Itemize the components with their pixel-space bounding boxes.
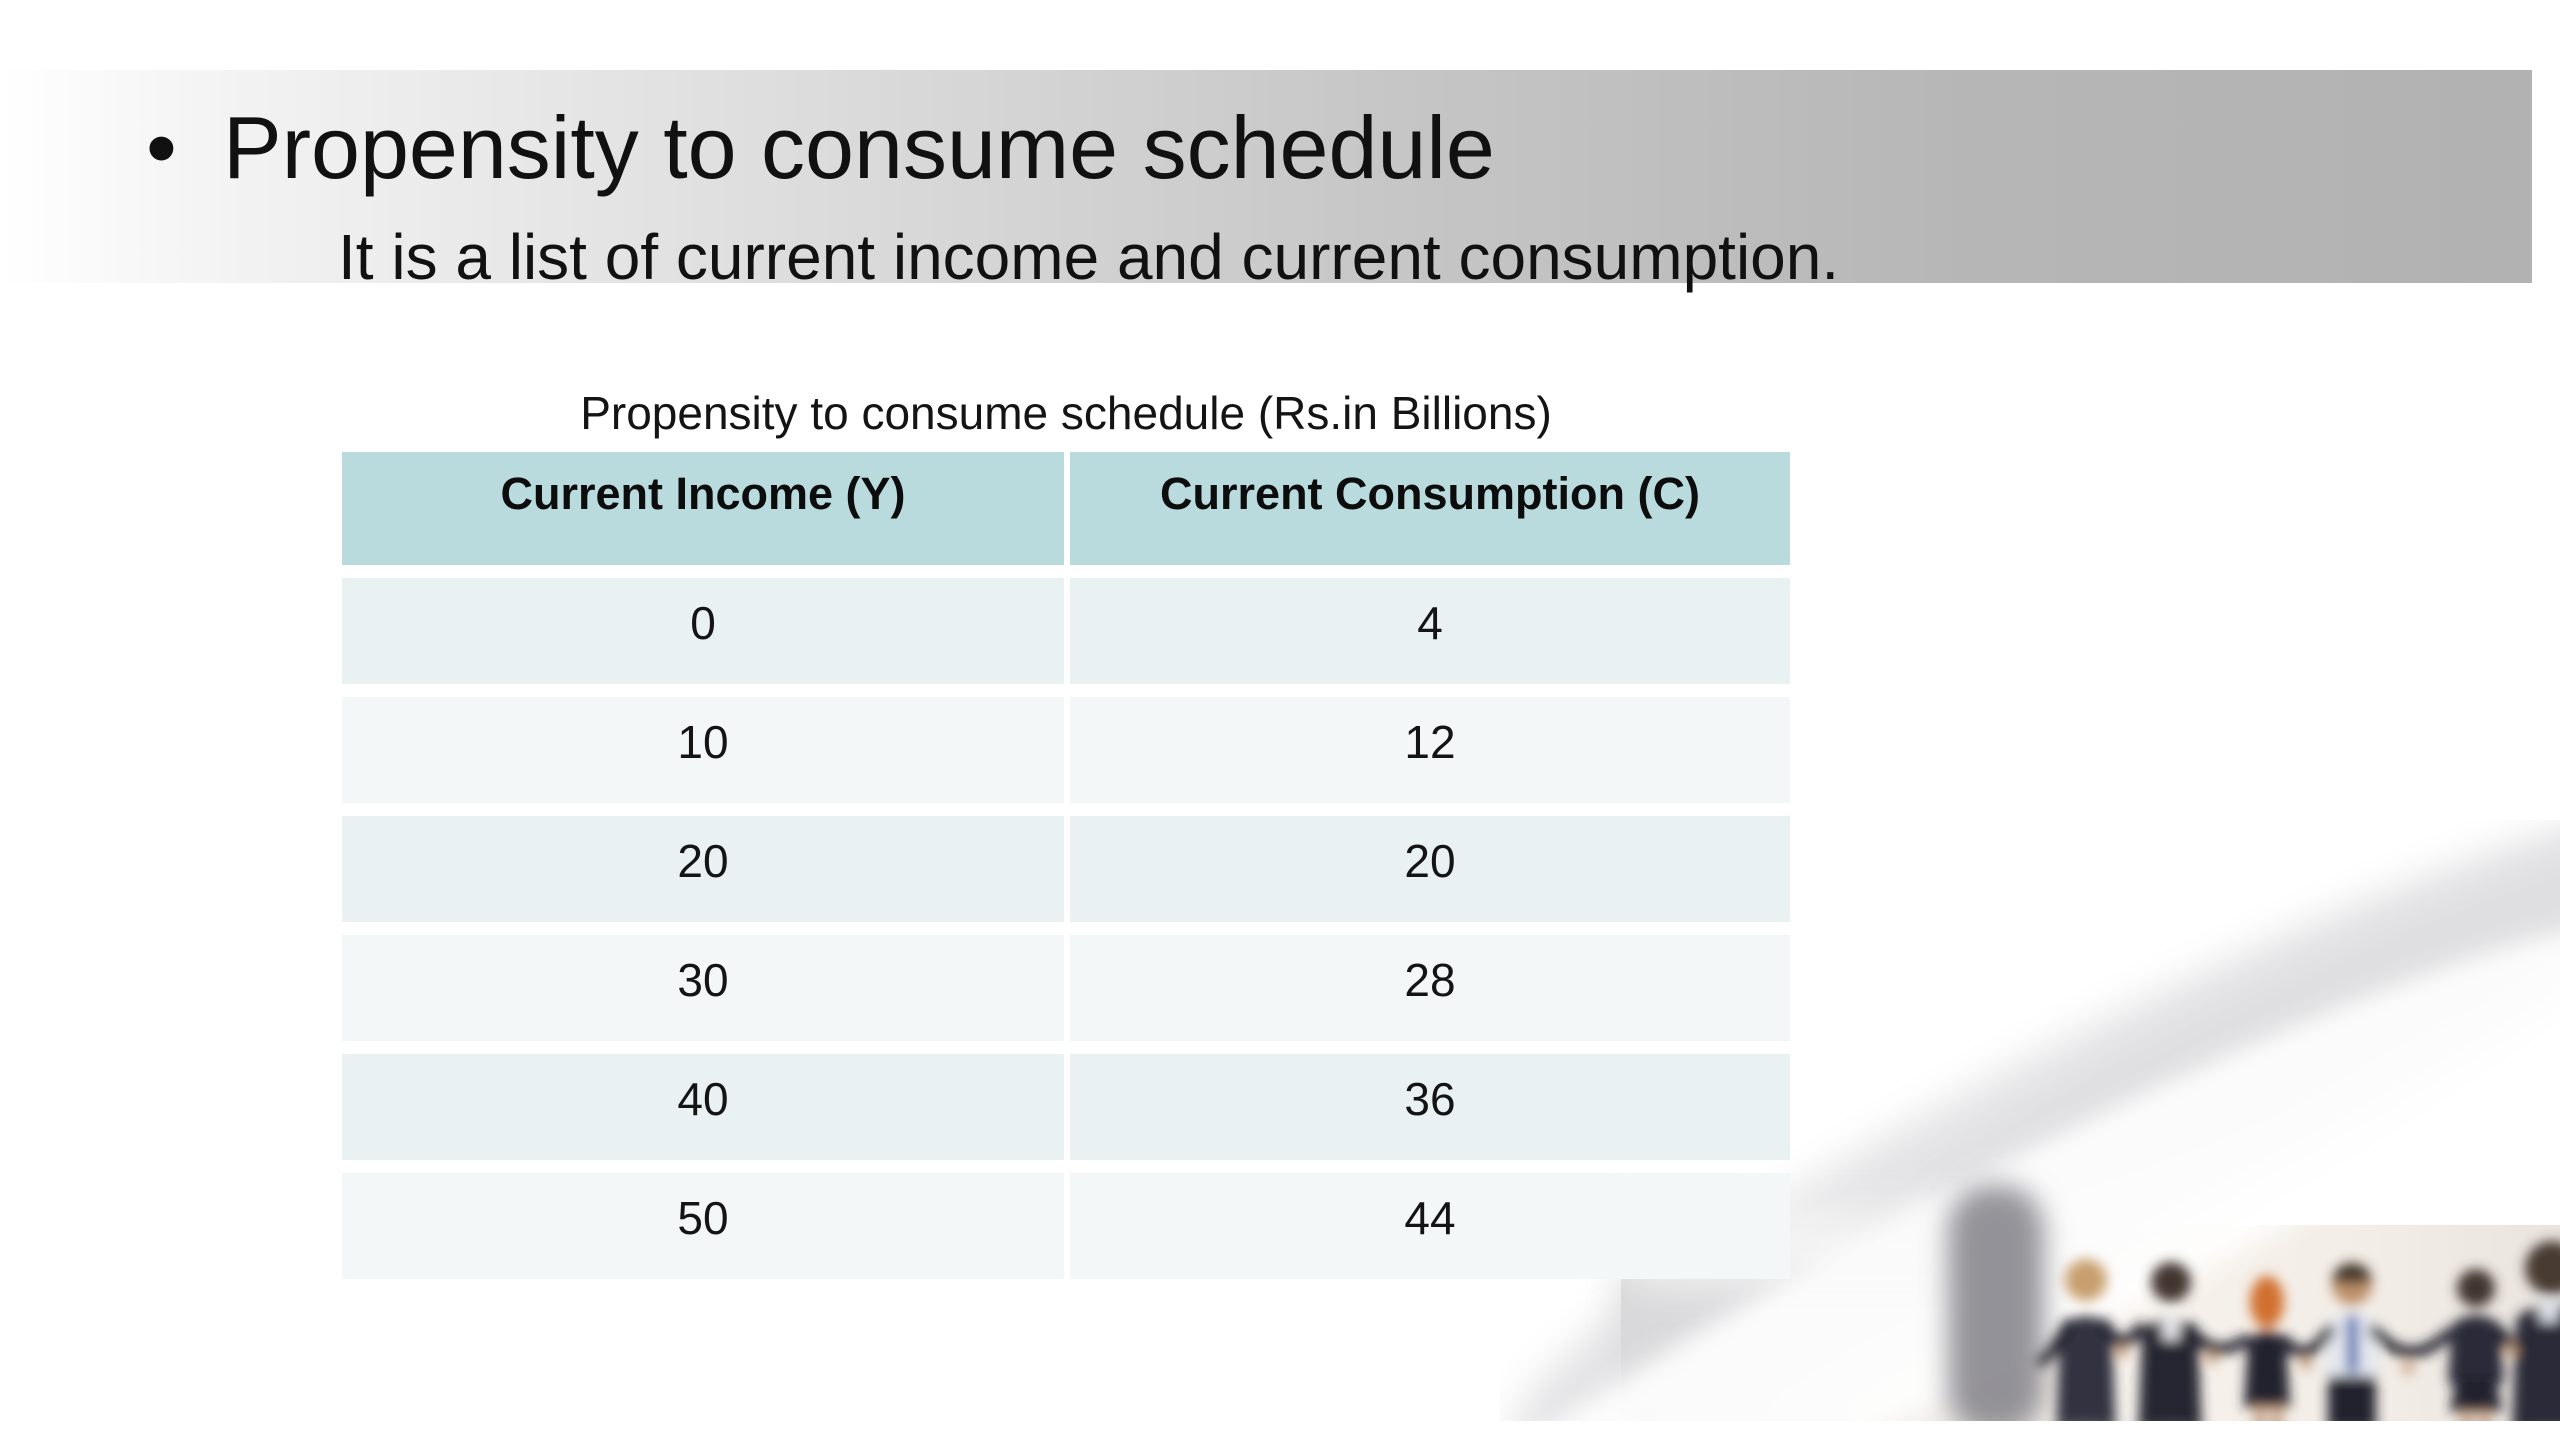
cell-consumption-row3: 20 (1070, 816, 1790, 922)
person-skirt-woman (2448, 1269, 2504, 1436)
schedule-table: Current Income (Y) Current Consumption (… (342, 452, 1790, 1279)
person-orange-hair-woman (2244, 1276, 2290, 1435)
cell-consumption-row1: 4 (1070, 578, 1790, 684)
subtitle: It is a list of current income and curre… (338, 221, 1840, 293)
cell-income-row2: 10 (342, 697, 1064, 803)
cell-income-row1: 0 (342, 578, 1064, 684)
cell-consumption-row6: 44 (1070, 1173, 1790, 1279)
cell-income-row4: 30 (342, 935, 1064, 1041)
people-photo-decoration (1500, 820, 2560, 1440)
cell-consumption-row2: 12 (1070, 697, 1790, 803)
bullet-marker: • (146, 98, 177, 197)
column-header-income: Current Income (Y) (342, 452, 1064, 565)
page-title: Propensity to consume schedule (223, 98, 1495, 197)
cell-income-row3: 20 (342, 816, 1064, 922)
table-caption: Propensity to consume schedule (Rs.in Bi… (580, 387, 1552, 439)
cell-consumption-row5: 36 (1070, 1054, 1790, 1160)
cell-income-row5: 40 (342, 1054, 1064, 1160)
bottom-white-strip (1500, 1421, 2560, 1440)
column-header-consumption: Current Consumption (C) (1070, 452, 1790, 565)
cell-income-row6: 50 (342, 1173, 1064, 1279)
person-dark-suit-man (2138, 1262, 2202, 1440)
person-white-shirt-man (2326, 1263, 2378, 1438)
hands (2116, 1344, 2518, 1374)
cell-consumption-row4: 28 (1070, 935, 1790, 1041)
person-foreground-blur (1948, 1185, 2044, 1435)
title-band (0, 70, 2532, 283)
person-blonde-woman (2056, 1259, 2116, 1440)
